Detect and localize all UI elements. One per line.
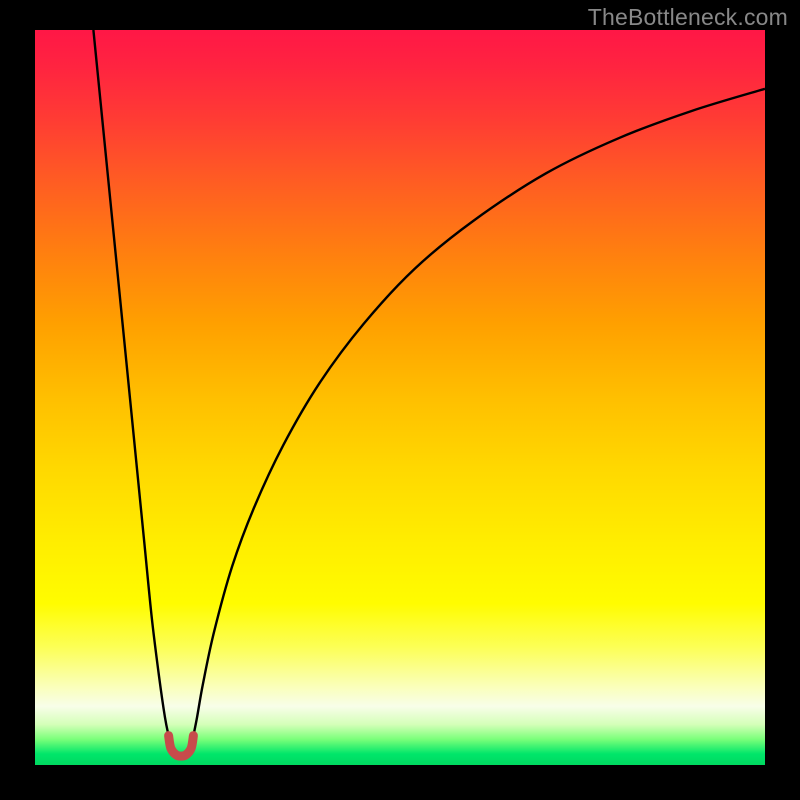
bottleneck-chart xyxy=(0,0,800,800)
gradient-background xyxy=(35,30,765,765)
